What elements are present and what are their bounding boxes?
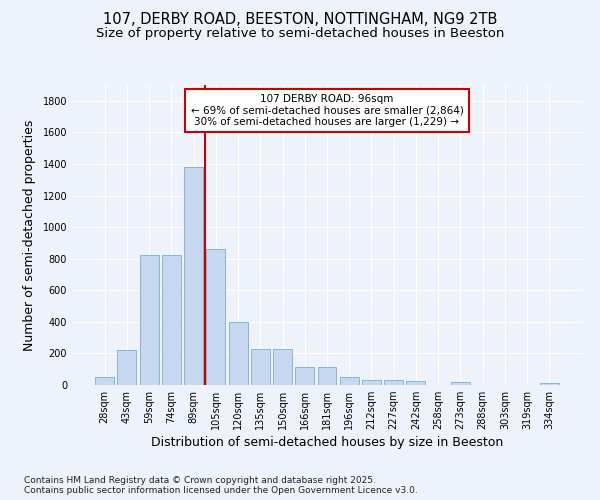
- Text: Size of property relative to semi-detached houses in Beeston: Size of property relative to semi-detach…: [96, 28, 504, 40]
- Bar: [206, 249, 225, 385]
- X-axis label: Distribution of semi-detached houses by size in Beeston: Distribution of semi-detached houses by …: [151, 436, 503, 450]
- Text: 107, DERBY ROAD, BEESTON, NOTTINGHAM, NG9 2TB: 107, DERBY ROAD, BEESTON, NOTTINGHAM, NG…: [103, 12, 497, 28]
- Bar: [184, 167, 203, 385]
- Bar: [295, 367, 314, 385]
- Bar: [362, 380, 381, 385]
- Y-axis label: Number of semi-detached properties: Number of semi-detached properties: [23, 120, 35, 350]
- Bar: [340, 377, 359, 385]
- Bar: [229, 322, 248, 385]
- Bar: [95, 377, 114, 385]
- Bar: [273, 350, 292, 385]
- Bar: [162, 254, 181, 385]
- Text: 107 DERBY ROAD: 96sqm
← 69% of semi-detached houses are smaller (2,864)
30% of s: 107 DERBY ROAD: 96sqm ← 69% of semi-deta…: [191, 94, 463, 127]
- Bar: [118, 350, 136, 385]
- Bar: [251, 350, 270, 385]
- Bar: [451, 382, 470, 385]
- Bar: [317, 367, 337, 385]
- Bar: [406, 381, 425, 385]
- Bar: [540, 382, 559, 385]
- Bar: [140, 254, 158, 385]
- Bar: [384, 380, 403, 385]
- Text: Contains HM Land Registry data © Crown copyright and database right 2025.
Contai: Contains HM Land Registry data © Crown c…: [24, 476, 418, 495]
